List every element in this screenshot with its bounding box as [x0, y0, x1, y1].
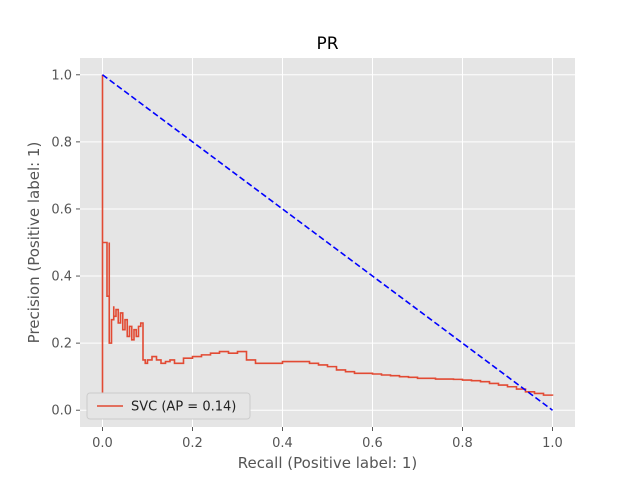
x-tick-label: 0.4 [272, 436, 293, 451]
tick-layer: 0.0 0.2 0.4 0.6 0.8 1.0 0.0 0.2 0.4 0.6 0.8 1.0 [51, 68, 563, 451]
x-tick-label: 0.0 [92, 436, 113, 451]
x-axis-label: Recall (Positive label: 1) [238, 454, 417, 472]
y-axis-label: Precision (Positive label: 1) [25, 142, 43, 344]
y-tick-label: 0.8 [51, 135, 72, 150]
y-tick-label: 1.0 [51, 68, 72, 83]
x-tick-label: 0.8 [452, 436, 473, 451]
x-tick-label: 0.2 [182, 436, 203, 451]
legend-label-svc: SVC (AP = 0.14) [131, 400, 236, 415]
y-tick-label: 0.4 [51, 270, 72, 285]
chart-title: PR [316, 34, 338, 54]
series-layer [101, 74, 554, 411]
y-tick-label: 0.6 [51, 202, 72, 217]
y-tick-label: 0.0 [51, 404, 72, 419]
chance-line [102, 74, 553, 411]
x-tick-label: 0.6 [362, 436, 383, 451]
legend-box [86, 392, 251, 420]
svc-pr-curve [101, 74, 554, 396]
legend: SVC (AP = 0.14) [86, 392, 251, 420]
grid-lines [80, 58, 575, 427]
y-tick-label: 0.2 [51, 337, 72, 352]
x-tick-label: 1.0 [542, 436, 563, 451]
